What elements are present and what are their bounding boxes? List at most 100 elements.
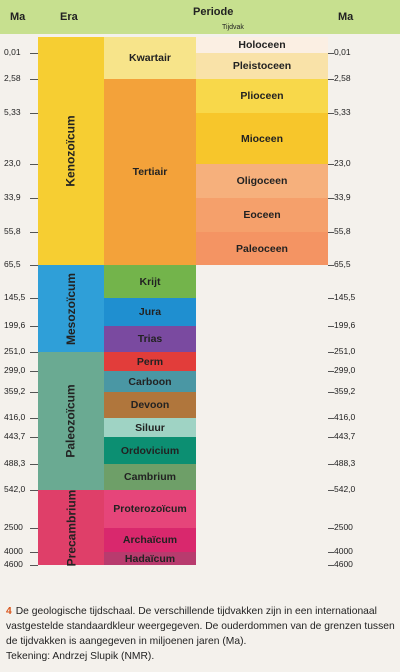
boundary-tick [328,565,334,566]
era-label: Kenozoïcum [64,115,78,187]
period-cambrium: Cambrium [104,464,196,490]
ma-label-left: 542,0 [4,484,26,494]
ma-label-right: 416,0 [334,412,356,422]
period-kwartair: Kwartair [104,37,196,79]
epoch-plioceen: Plioceen [196,79,328,113]
boundary-tick [30,53,38,54]
ma-label-right: 5,33 [334,107,351,117]
epoch-label: Holoceen [238,39,286,51]
ma-label-right: 251,0 [334,346,356,356]
boundary-tick [30,232,38,233]
boundary-tick [328,326,334,327]
boundary-tick [30,565,38,566]
period-label: Devoon [130,399,170,411]
boundary-tick [328,552,334,553]
period-label: Ordovicium [120,444,180,457]
ma-label-left: 65,5 [4,259,21,269]
era-precambrium: Precambrium [38,489,104,566]
period-label: Hadaïcum [124,552,176,565]
boundary-tick [328,352,334,353]
period-label: Carboon [128,375,172,388]
ma-label-right: 488,3 [334,458,356,468]
boundary-tick [30,326,38,327]
boundary-tick [30,418,38,419]
period-carboon: Carboon [104,371,196,392]
boundary-tick [30,298,38,299]
boundary-tick [30,552,38,553]
epoch-oligoceen: Oligoceen [196,164,328,198]
epoch-pleistoceen: Pleistoceen [196,53,328,79]
ma-label-left: 5,33 [4,107,21,117]
period-tertiair: Tertiair [104,79,196,265]
boundary-tick [30,392,38,393]
period-perm: Perm [104,352,196,371]
boundary-tick [30,265,38,266]
header-ma-left: Ma [10,11,26,23]
period-label: Siluur [135,421,165,434]
epoch-mioceen: Mioceen [196,113,328,164]
era-label: Paleozoïcum [64,384,79,458]
boundary-tick [328,437,334,438]
period-proterozoicum: Proterozoïcum [104,490,196,528]
ma-label-left: 251,0 [4,346,26,356]
period-label: Krijt [139,275,161,288]
boundary-tick [328,198,334,199]
epoch-label: Oligoceen [236,175,288,187]
ma-label-left: 2500 [4,522,23,532]
period-trias: Trias [104,326,196,352]
boundary-tick [328,232,334,233]
period-label: Cambrium [124,471,176,483]
ma-label-left: 0,01 [4,47,21,57]
era-mesozoicum: Mesozoïcum [38,265,104,352]
period-label: Proterozoïcum [113,503,187,515]
period-krijt: Krijt [104,265,196,298]
epoch-label: Eoceen [243,209,281,221]
boundary-tick [30,371,38,372]
boundary-tick [30,198,38,199]
period-archaicum: Archaïcum [104,528,196,552]
ma-label-right: 33,9 [334,192,351,202]
ma-label-left: 488,3 [4,458,26,468]
ma-label-right: 542,0 [334,484,356,494]
boundary-tick [328,528,334,529]
ma-label-right: 299,0 [334,365,356,375]
ma-label-right: 65,5 [334,259,351,269]
boundary-tick [328,79,334,80]
boundary-tick [30,113,38,114]
period-label: Tertiair [132,166,168,178]
ma-label-right: 4000 [334,546,353,556]
period-label: Trias [137,333,163,345]
epoch-label: Paleoceen [236,242,288,255]
boundary-tick [30,464,38,465]
epoch-holoceen: Holoceen [196,37,328,53]
caption-credit: Tekening: Andrzej Slupik (NMR). [6,651,155,662]
header-bar [0,0,400,34]
ma-label-left: 33,9 [4,192,21,202]
ma-label-right: 55,8 [334,226,351,236]
ma-label-left: 4600 [4,559,23,569]
ma-label-right: 2,58 [334,73,351,83]
ma-label-right: 0,01 [334,47,351,57]
header-ma-right: Ma [338,11,354,23]
era-paleozoicum: Paleozoïcum [38,352,104,490]
boundary-tick [328,164,334,165]
period-label: Perm [136,355,164,368]
epoch-label: Pleistoceen [232,60,292,72]
period-ordovicium: Ordovicium [104,437,196,464]
boundary-tick [30,79,38,80]
geologic-timescale-chart: Ma Era Periode Tijdvak Ma Kenozoïcum Meso… [0,0,400,569]
period-label: Archaïcum [122,534,178,546]
ma-label-left: 199,6 [4,320,26,330]
header-periode: Periode [193,6,234,18]
boundary-tick [328,53,334,54]
ma-label-left: 299,0 [4,365,26,375]
ma-label-right: 145,5 [334,292,356,302]
period-label: Jura [138,306,162,318]
boundary-tick [328,298,334,299]
ma-label-left: 2,58 [4,73,21,83]
ma-label-right: 199,6 [334,320,356,330]
period-jura: Jura [104,298,196,326]
epoch-paleoceen: Paleoceen [196,232,328,265]
ma-label-right: 23,0 [334,158,351,168]
caption-number: 4 [6,606,12,617]
